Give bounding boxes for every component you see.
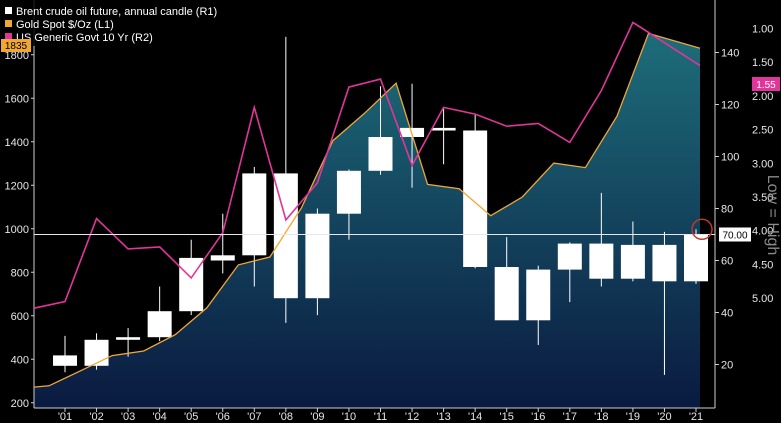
x-tick-label: '13	[436, 411, 450, 423]
left-tick-label: 1000	[5, 224, 29, 236]
x-tick-label: '21	[689, 411, 703, 423]
legend-label-us10y: US Generic Govt 10 Yr (R2)	[16, 32, 153, 44]
x-tick-label: '16	[531, 411, 545, 423]
legend-swatch-oil	[5, 7, 12, 14]
oil-candle-body	[336, 170, 361, 214]
right1-tick-label: 40	[721, 308, 733, 320]
oil-candle-body	[494, 267, 519, 321]
x-tick-label: '20	[657, 411, 671, 423]
oil-candle-body	[305, 213, 330, 299]
oil-candle-body	[273, 173, 298, 299]
right2-tick-label: 3.00	[752, 158, 773, 170]
oil-candle-body	[368, 137, 393, 171]
left-tick-label: 600	[11, 311, 29, 323]
us10y-current-value: 1.55	[756, 80, 776, 91]
legend-swatch-gold	[5, 20, 12, 27]
x-tick-label: '09	[310, 411, 324, 423]
oil-candle-body	[147, 311, 172, 338]
x-tick-label: '07	[247, 411, 261, 423]
x-tick-label: '14	[468, 411, 482, 423]
oil-candle-body	[589, 243, 614, 279]
x-tick-label: '10	[342, 411, 356, 423]
x-tick-label: '18	[594, 411, 608, 423]
left-tick-label: 400	[11, 354, 29, 366]
x-tick-label: '12	[405, 411, 419, 423]
oil-candle-body	[210, 255, 235, 261]
legend-background	[0, 0, 268, 46]
legend: Brent crude oil future, annual candle (R…	[0, 0, 268, 46]
gold-line	[33, 32, 701, 388]
oil-candle-body	[463, 130, 488, 267]
right1-tick-label: 140	[721, 48, 739, 60]
x-tick-label: '04	[152, 411, 166, 423]
x-tick-label: '11	[374, 411, 388, 423]
oil-candle-body	[652, 244, 677, 282]
x-tick-label: '02	[89, 411, 103, 423]
x-tick-label: '17	[563, 411, 577, 423]
left-tick-label: 800	[11, 267, 29, 279]
right2-tick-label: 5.00	[752, 293, 773, 305]
right2-tick-label: 1.50	[752, 57, 773, 69]
oil-candle-body	[53, 355, 77, 366]
lines	[33, 21, 701, 388]
right1-tick-label: 20	[721, 360, 733, 372]
left-tick-label: 1200	[5, 180, 29, 192]
x-tick-label: '15	[500, 411, 514, 423]
oil-candle-body	[242, 173, 267, 256]
x-tick-label: '06	[216, 411, 230, 423]
oil-candle-body	[431, 127, 456, 131]
right2-tick-label: 2.50	[752, 125, 773, 137]
gold-current-value: 1835	[5, 41, 28, 52]
right2-tick-label: 4.50	[752, 259, 773, 271]
oil-candle-body	[84, 339, 109, 366]
right1-tick-label: 120	[721, 100, 739, 112]
legend-swatch-us10y	[5, 33, 12, 40]
oil-reference-circle	[691, 218, 713, 241]
value-badges: 1835 1.55	[1, 39, 780, 91]
x-tick-label: '03	[121, 411, 135, 423]
x-tick-label: '05	[184, 411, 198, 423]
left-tick-label: 1800	[5, 50, 29, 62]
right1-tick-label: 80	[721, 204, 733, 216]
oil-current-badge	[719, 227, 751, 242]
us10y-current-badge	[752, 77, 780, 91]
left-tick-label: 200	[11, 398, 29, 410]
x-tick-label: '08	[279, 411, 293, 423]
oil-candle-body	[684, 234, 708, 282]
right2-tick-label: 1.00	[752, 24, 773, 36]
oil-candle-body	[557, 243, 582, 270]
right1-tick-label: 60	[721, 256, 733, 268]
oil-candles	[53, 36, 708, 375]
right1-tick-label: 100	[721, 152, 739, 164]
oil-candle-body	[526, 269, 551, 321]
x-tick-label: '19	[626, 411, 640, 423]
legend-label-gold: Gold Spot $/Oz (L1)	[16, 19, 114, 31]
axes: 200 400 600 800 1000 1200 1400 1600 1800 20 40 60 80…	[5, 0, 773, 423]
x-tick-label: '01	[58, 411, 72, 423]
oil-candle-body	[620, 244, 645, 279]
left-tick-label: 1600	[5, 93, 29, 105]
us10y-line	[33, 21, 701, 309]
reference-line: 70.00	[34, 218, 751, 242]
oil-candle-body	[116, 337, 141, 340]
right-axis-label: Low = High	[764, 175, 781, 256]
left-tick-label: 1400	[5, 137, 29, 149]
right2-tick-label: 4.00	[752, 226, 773, 238]
gold-current-badge	[1, 39, 31, 52]
oil-current-value: 70.00	[722, 231, 747, 242]
right2-tick-label: 3.50	[752, 192, 773, 204]
right2-tick-label: 2.00	[752, 91, 773, 103]
legend-label-oil: Brent crude oil future, annual candle (R…	[16, 6, 217, 18]
